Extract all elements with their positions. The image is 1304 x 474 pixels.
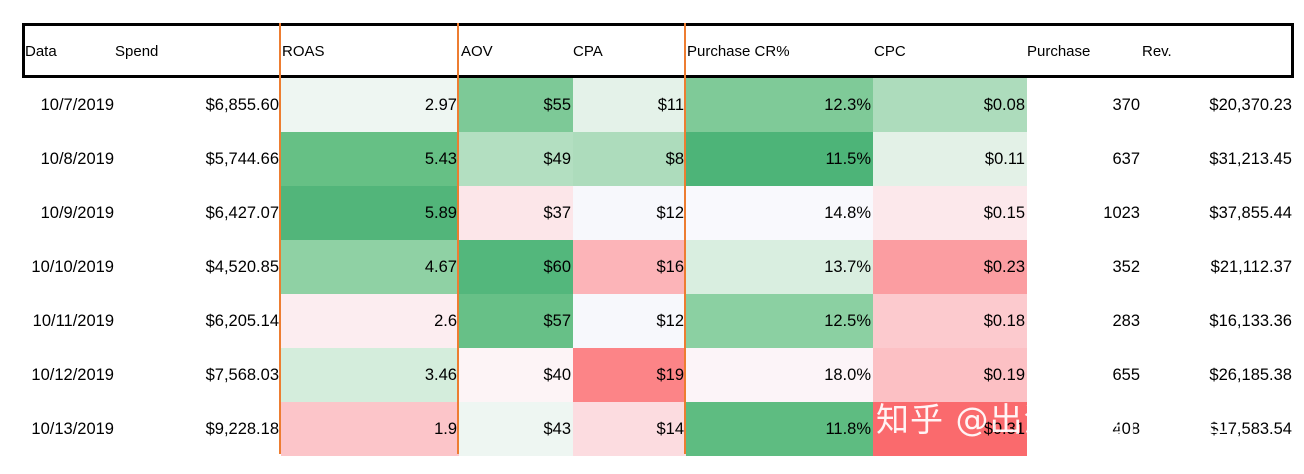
roas-cell[interactable]: 3.46 — [281, 348, 459, 402]
header-date: Data — [25, 43, 57, 60]
header-purchase-cr: Purchase CR% — [687, 43, 790, 60]
spend-cell[interactable]: $6,855.60 — [205, 96, 279, 114]
header-aov: AOV — [461, 43, 493, 60]
roas-cell[interactable]: 2.97 — [281, 78, 459, 132]
aov-cell[interactable]: $37 — [459, 186, 573, 240]
cpa-cell[interactable]: $11 — [573, 78, 686, 132]
rev-cell[interactable]: $37,855.44 — [1209, 204, 1292, 222]
spend-cell[interactable]: $9,228.18 — [205, 420, 279, 438]
header-roas: ROAS — [282, 43, 325, 60]
roas-cell[interactable]: 5.43 — [281, 132, 459, 186]
watermark-text: 知乎 @出海营销传达室 — [876, 400, 1228, 439]
cpc-cell[interactable]: $0.23 — [873, 240, 1027, 294]
aov-cell[interactable]: $60 — [459, 240, 573, 294]
rev-cell[interactable]: $16,133.36 — [1209, 312, 1292, 330]
spend-cell[interactable]: $7,568.03 — [205, 366, 279, 384]
date-cell[interactable]: 10/7/2019 — [40, 96, 114, 114]
purchase-cr-cell[interactable]: 18.0% — [686, 348, 873, 402]
roas-cell[interactable]: 4.67 — [281, 240, 459, 294]
purchase-cell[interactable]: 1023 — [1103, 204, 1140, 222]
aov-cell[interactable]: $40 — [459, 348, 573, 402]
purchase-cell[interactable]: 655 — [1112, 366, 1140, 384]
cpc-cell[interactable]: $0.19 — [873, 348, 1027, 402]
table-row: 10/11/2019 $6,205.14 2.6 $57 $12 12.5% $0.18 28… — [0, 294, 1304, 348]
date-cell[interactable]: 10/9/2019 — [40, 204, 114, 222]
date-cell[interactable]: 10/10/2019 — [31, 258, 114, 276]
cpc-cell[interactable]: $0.15 — [873, 186, 1027, 240]
purchase-cell[interactable]: 408 — [1112, 420, 1140, 438]
purchase-cell[interactable]: 370 — [1112, 96, 1140, 114]
header-purchase: Purchase — [1027, 43, 1091, 60]
date-cell[interactable]: 10/13/2019 — [31, 420, 114, 438]
cpa-cell[interactable]: $14 — [573, 402, 686, 456]
column-divider-roas-left — [279, 23, 281, 454]
table-row: 10/8/2019 $5,744.66 5.43 $49 $8 11.5% $0.11 637… — [0, 132, 1304, 186]
cpc-cell[interactable]: $0.31 — [873, 402, 1027, 456]
purchase-cr-cell[interactable]: 11.5% — [686, 132, 873, 186]
header-spend: Spend — [115, 43, 159, 60]
table-row: 10/12/2019 $7,568.03 3.46 $40 $19 18.0% $0.19 6… — [0, 348, 1304, 402]
purchase-cr-cell[interactable]: 12.3% — [686, 78, 873, 132]
roas-cell[interactable]: 5.89 — [281, 186, 459, 240]
spend-cell[interactable]: $4,520.85 — [205, 258, 279, 276]
cpa-cell[interactable]: $16 — [573, 240, 686, 294]
rev-cell[interactable]: $31,213.45 — [1209, 150, 1292, 168]
rev-cell[interactable]: $21,112.37 — [1210, 258, 1292, 276]
purchase-cr-cell[interactable]: 14.8% — [686, 186, 873, 240]
roas-cell[interactable]: 1.9 — [281, 402, 459, 456]
column-divider-roas-right — [457, 23, 459, 454]
spend-cell[interactable]: $6,205.14 — [205, 312, 279, 330]
header-cpa: CPA — [573, 43, 603, 60]
column-divider-cpa-right — [684, 23, 686, 454]
spend-cell[interactable]: $5,744.66 — [205, 150, 279, 168]
rev-cell[interactable]: $17,583.54 — [1209, 420, 1292, 438]
cpa-cell[interactable]: $19 — [573, 348, 686, 402]
aov-cell[interactable]: $49 — [459, 132, 573, 186]
spend-cell[interactable]: $6,427.07 — [205, 204, 279, 222]
date-cell[interactable]: 10/12/2019 — [31, 366, 114, 384]
rev-cell[interactable]: $20,370.23 — [1209, 96, 1292, 114]
table-row: 10/9/2019 $6,427.07 5.89 $37 $12 14.8% $0.15 10… — [0, 186, 1304, 240]
header-cpc: CPC — [874, 43, 906, 60]
table-row: 10/13/2019 $9,228.18 1.9 $43 $14 11.8% $0.31 40… — [0, 402, 1304, 456]
header-rev: Rev. — [1142, 43, 1172, 60]
table-header: Data Spend ROAS AOV CPA Purchase CR% CPC… — [22, 23, 1294, 78]
table-row: 10/7/2019 $6,855.60 2.97 $55 $11 12.3% $0.08 37… — [0, 78, 1304, 132]
purchase-cell[interactable]: 283 — [1112, 312, 1140, 330]
aov-cell[interactable]: $57 — [459, 294, 573, 348]
date-cell[interactable]: 10/11/2019 — [32, 312, 114, 330]
roas-cell[interactable]: 2.6 — [281, 294, 459, 348]
aov-cell[interactable]: $55 — [459, 78, 573, 132]
cpa-cell[interactable]: $8 — [573, 132, 686, 186]
cpa-cell[interactable]: $12 — [573, 186, 686, 240]
purchase-cr-cell[interactable]: 12.5% — [686, 294, 873, 348]
cpc-cell[interactable]: $0.08 — [873, 78, 1027, 132]
purchase-cell[interactable]: 352 — [1112, 258, 1140, 276]
rev-cell[interactable]: $26,185.38 — [1209, 366, 1292, 384]
cpa-cell[interactable]: $12 — [573, 294, 686, 348]
date-cell[interactable]: 10/8/2019 — [40, 150, 114, 168]
table-row: 10/10/2019 $4,520.85 4.67 $60 $16 13.7% $0.23 3… — [0, 240, 1304, 294]
purchase-cr-cell[interactable]: 13.7% — [686, 240, 873, 294]
aov-cell[interactable]: $43 — [459, 402, 573, 456]
purchase-cr-cell[interactable]: 11.8% — [686, 402, 873, 456]
cpc-cell[interactable]: $0.11 — [873, 132, 1027, 186]
cpc-cell[interactable]: $0.18 — [873, 294, 1027, 348]
purchase-cell[interactable]: 637 — [1112, 150, 1140, 168]
